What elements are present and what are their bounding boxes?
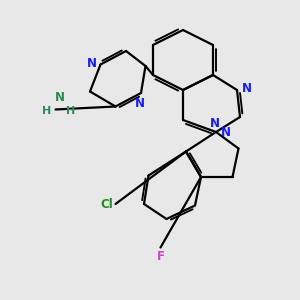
Text: N: N bbox=[87, 56, 97, 70]
Text: H: H bbox=[66, 106, 75, 116]
Text: F: F bbox=[157, 250, 164, 263]
Text: N: N bbox=[209, 117, 220, 130]
Text: N: N bbox=[220, 125, 230, 139]
Text: N: N bbox=[134, 97, 145, 110]
Text: N: N bbox=[55, 91, 65, 104]
Text: Cl: Cl bbox=[100, 197, 113, 211]
Text: N: N bbox=[242, 82, 251, 95]
Text: H: H bbox=[42, 106, 51, 116]
